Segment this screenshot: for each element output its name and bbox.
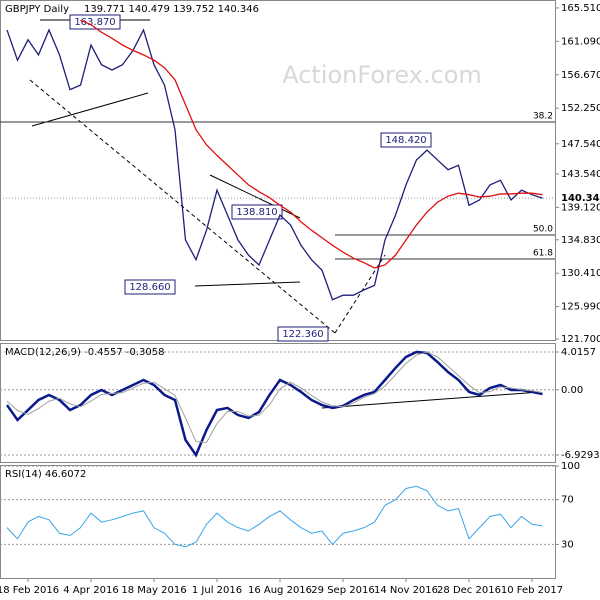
rsi-panel [0,465,556,579]
y-tick-label: 165.510 [561,3,600,14]
fib-label: 61.8 [533,248,553,258]
series-line [6,28,543,301]
fib-label: 38.2 [533,111,553,121]
x-tick-label: 1 Jul 2016 [192,585,242,596]
y-tick-label: 147.540 [561,139,600,150]
macd-panel [0,343,556,463]
last-price-label: 140.346 [561,193,600,204]
annotation-box [231,204,283,220]
series-line [5,350,543,458]
price-panel [0,0,556,341]
y-tick-label: 134.830 [561,235,600,246]
annotation-box [380,132,432,148]
macd-title: MACD(12,26,9) -0.4557 -0.3058 [5,347,165,358]
y-tick-label: 70 [561,495,574,506]
y-tick-label: 139.120 [561,202,600,213]
annotation: 138.810 [236,207,277,218]
x-tick-label: 18 Feb 2016 [0,585,59,596]
y-tick-label: 152.250 [561,103,600,114]
y-tick-label: 0.00 [561,385,583,396]
chart-subtitle: 139.771 140.479 139.752 140.346 [84,4,259,15]
chart-title: GBPJPY Daily [5,4,69,15]
y-tick-label: 130.410 [561,268,600,279]
watermark: ActionForex.com [282,61,482,89]
annotation: 122.360 [282,329,323,340]
y-tick-label: 100 [561,461,580,472]
annotation: 128.660 [129,282,170,293]
annotation-box [124,279,176,295]
annotation-box [277,326,329,342]
annotation-box [69,14,121,30]
y-tick-label: 30 [561,539,574,550]
y-tick-label: 121.700 [561,334,600,345]
x-tick-label: 10 Feb 2017 [501,585,563,596]
x-tick-label: 4 Apr 2016 [63,585,118,596]
y-tick-label: -6.9293 [561,450,600,461]
x-tick-label: 29 Sep 2016 [311,585,374,596]
series-line [6,351,543,444]
x-tick-label: 18 May 2016 [121,585,186,596]
y-tick-label: 125.990 [561,302,600,313]
annotation: 148.420 [385,135,426,146]
x-tick-label: 14 Nov 2016 [374,585,438,596]
y-tick-label: 143.540 [561,169,600,180]
fib-label: 50.0 [533,225,553,235]
series-line [80,19,543,269]
rsi-title: RSI(14) 46.6072 [5,469,86,480]
y-tick-label: 4.0157 [561,347,596,358]
series-line [6,485,543,548]
x-tick-label: 28 Dec 2016 [437,585,501,596]
y-tick-label: 161.090 [561,36,600,47]
annotation: 163.870 [74,17,115,28]
x-tick-label: 16 Aug 2016 [248,585,312,596]
y-tick-label: 156.670 [561,70,600,81]
